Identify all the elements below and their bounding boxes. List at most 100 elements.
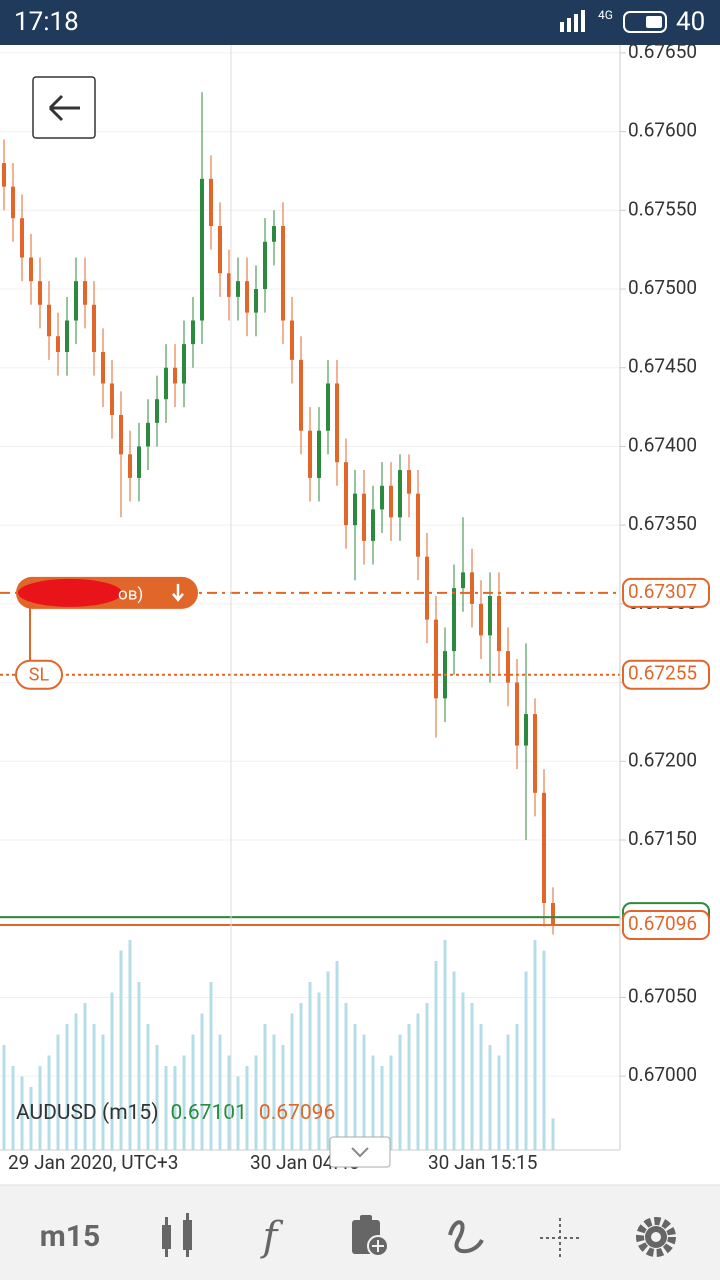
symbol-legend: AUDUSD (m15) 0.67101 0.67096 <box>16 1101 335 1125</box>
candle-body <box>434 619 438 699</box>
candle-body <box>236 281 240 297</box>
volume-bar <box>461 992 465 1150</box>
ask-price: 0.67096 <box>259 1101 335 1125</box>
y-tick-label: 0.67200 <box>628 748 697 771</box>
drawing-button[interactable] <box>448 1220 484 1254</box>
candle-body <box>362 493 366 541</box>
volume-bar <box>434 961 438 1150</box>
volume-bar <box>101 1034 105 1150</box>
candle-body <box>524 714 528 746</box>
price-label-box <box>622 577 710 608</box>
volume-bar <box>443 940 447 1150</box>
volume-bar <box>29 1087 33 1150</box>
volume-bar <box>191 1034 195 1150</box>
volume-bar <box>452 971 456 1150</box>
candle-body <box>47 304 51 337</box>
volume-bar <box>317 992 321 1150</box>
volume-bar <box>263 1024 267 1150</box>
volume-bar <box>326 971 330 1150</box>
candle-body <box>65 320 69 352</box>
candle-body <box>452 588 456 652</box>
order-arrow <box>172 583 184 602</box>
candle-body <box>83 281 87 305</box>
candle-body <box>146 422 150 447</box>
candle-body <box>506 651 510 683</box>
y-tick-label: 0.67400 <box>628 433 697 456</box>
volume-bar <box>497 1055 501 1150</box>
price-label: 0.67096 <box>628 912 697 935</box>
candle-body <box>110 383 114 415</box>
status-time: 17:18 <box>14 7 79 37</box>
candle-body <box>317 430 321 478</box>
redaction <box>18 578 122 607</box>
candle-body <box>299 359 303 431</box>
candle-body <box>254 289 258 313</box>
volume-bar <box>524 971 528 1150</box>
volume-bar <box>209 982 213 1150</box>
candle-body <box>155 399 159 423</box>
volume-bar <box>164 1066 168 1150</box>
candle-body <box>20 218 24 258</box>
candle-body <box>182 344 186 384</box>
x-tick-label: 29 Jan 2020, UTC+3 <box>8 1151 178 1174</box>
settings-button[interactable] <box>636 1217 676 1257</box>
candle-body <box>245 281 249 313</box>
back-button[interactable] <box>32 76 96 139</box>
candle-body <box>335 383 339 463</box>
candle-body <box>173 367 177 384</box>
volume-bar <box>380 1066 384 1150</box>
volume-bar <box>146 1024 150 1150</box>
price-label: 0.67255 <box>628 662 697 685</box>
candle-body <box>542 792 546 903</box>
symbol: AUDUSD (m15) <box>16 1101 159 1125</box>
volume-bar <box>506 1034 510 1150</box>
volume-bar <box>353 1024 357 1150</box>
volume-bar <box>371 1055 375 1150</box>
volume-bar <box>236 1076 240 1150</box>
volume-bar <box>425 1003 429 1150</box>
candle-body <box>308 430 312 478</box>
bid-price: 0.67101 <box>171 1101 247 1125</box>
volume-bar <box>362 1034 366 1150</box>
sl-label-box <box>15 659 63 690</box>
candle-body <box>11 186 15 219</box>
timeframe-button[interactable]: m15 <box>40 1219 100 1254</box>
volume-bar <box>308 982 312 1150</box>
candle-body <box>74 281 78 321</box>
volume-bar <box>479 1024 483 1150</box>
candle-body <box>380 485 384 510</box>
candle-body <box>353 493 357 526</box>
candle-body <box>281 226 285 321</box>
volume-bar <box>515 1024 519 1150</box>
y-tick-label: 0.67600 <box>628 119 697 142</box>
candle-body <box>92 304 96 352</box>
volume-bar <box>245 1066 249 1150</box>
volume-bar <box>119 950 123 1150</box>
candle-body <box>488 596 492 636</box>
candle-body <box>227 273 231 297</box>
volume-bar <box>407 1024 411 1150</box>
candle-body <box>389 485 393 518</box>
candle-body <box>470 572 474 604</box>
candle-body <box>263 241 267 290</box>
order-label: ов) <box>118 584 143 604</box>
chart: 0.67650 0.67600 0.67550 0.67500 0.67450 0.674… <box>0 40 710 1174</box>
price-label-box <box>622 659 710 690</box>
y-tick-label: 0.67500 <box>628 276 697 299</box>
candle-body <box>101 351 105 384</box>
volume-bar <box>272 1034 276 1150</box>
candle-body <box>290 320 294 360</box>
crosshair-button[interactable] <box>540 1218 580 1258</box>
candle-body <box>515 682 519 746</box>
volume-bar <box>551 1118 555 1150</box>
chart-type-button[interactable] <box>162 1213 192 1257</box>
collapse-button[interactable] <box>329 1136 391 1168</box>
volume-bar <box>290 1013 294 1150</box>
volume-bar <box>470 1003 474 1150</box>
y-tick-label: 0.67450 <box>628 355 697 378</box>
candle-body <box>416 493 420 557</box>
candle-body <box>38 281 42 305</box>
orders-button[interactable] <box>352 1215 389 1257</box>
candle-body <box>551 902 555 926</box>
y-tick-label: 0.67350 <box>628 512 697 535</box>
